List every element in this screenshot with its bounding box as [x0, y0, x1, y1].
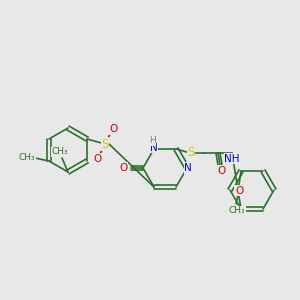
- Text: NH: NH: [224, 154, 240, 164]
- Text: H: H: [148, 136, 155, 146]
- Text: N: N: [184, 163, 192, 173]
- Text: N: N: [150, 143, 158, 153]
- Text: O: O: [119, 163, 127, 173]
- Text: S: S: [101, 137, 109, 151]
- Text: CH₃: CH₃: [229, 206, 245, 215]
- Text: O: O: [93, 154, 101, 164]
- Text: O: O: [109, 124, 117, 134]
- Text: CH₃: CH₃: [19, 154, 35, 163]
- Text: S: S: [187, 146, 195, 159]
- Text: O: O: [235, 186, 243, 196]
- Text: O: O: [217, 166, 225, 176]
- Text: CH₃: CH₃: [52, 148, 68, 157]
